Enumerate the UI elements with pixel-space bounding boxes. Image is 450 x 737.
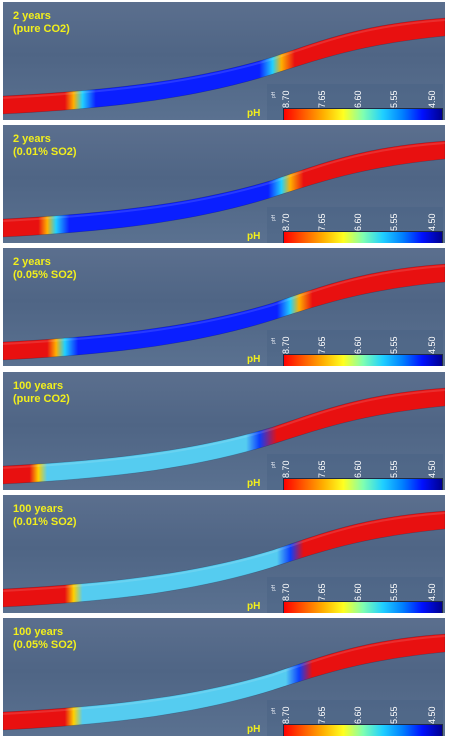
legend-tick-label: 5.55 [389, 90, 399, 108]
legend-tick-label: 6.60 [353, 213, 363, 231]
legend-small-title: pH [271, 214, 277, 221]
band-highlight [3, 142, 445, 222]
legend-tick-label: 8.70 [281, 583, 291, 601]
band-highlight [3, 389, 445, 469]
legend-tick-label: 4.50 [427, 90, 437, 108]
aquifer-scene [3, 263, 445, 361]
panel-caption: 100 years (0.01% SO2) [13, 503, 77, 529]
caption-duration: 100 years [13, 503, 64, 515]
aquifer-ph-band [3, 263, 445, 361]
ph-colorbar [283, 108, 443, 120]
panel-caption: 2 years (0.01% SO2) [13, 133, 77, 159]
legend-tick-label: 5.55 [389, 460, 399, 478]
legend-tick-label: 6.60 [353, 336, 363, 354]
panel-caption: 100 years (pure CO2) [13, 380, 70, 406]
legend-tick-label: 7.65 [317, 90, 327, 108]
simulation-panel: 2 years (0.05% SO2) pH 8.70 7.65 6.60 5.55 4.50… [3, 248, 445, 366]
simulation-panel: 100 years (0.05% SO2) pH 8.70 7.65 6.60 5.55 4.… [3, 618, 445, 736]
ph-colorbar [283, 354, 443, 366]
caption-gas: (0.05% SO2) [13, 639, 77, 651]
legend-tick-label: 5.55 [389, 706, 399, 724]
panel-caption: 100 years (0.05% SO2) [13, 626, 77, 652]
legend-title: pH [247, 601, 261, 612]
legend-tick-label: 8.70 [281, 706, 291, 724]
legend-tick-label: 4.50 [427, 460, 437, 478]
legend-title: pH [247, 724, 261, 735]
aquifer-ph-band [3, 387, 445, 485]
legend-tick-label: 5.55 [389, 336, 399, 354]
legend-tick-label: 4.50 [427, 706, 437, 724]
ph-legend: pH 8.70 7.65 6.60 5.55 4.50 [267, 454, 443, 490]
ph-legend: pH 8.70 7.65 6.60 5.55 4.50 [267, 84, 443, 120]
legend-tick-label: 8.70 [281, 460, 291, 478]
caption-duration: 100 years [13, 380, 64, 392]
legend-tick-label: 7.65 [317, 706, 327, 724]
caption-gas: (pure CO2) [13, 23, 70, 35]
ph-legend: pH 8.70 7.65 6.60 5.55 4.50 [267, 700, 443, 736]
legend-tick-label: 6.60 [353, 90, 363, 108]
legend-title: pH [247, 478, 261, 489]
caption-gas: (pure CO2) [13, 393, 70, 405]
legend-small-title: pH [271, 584, 277, 591]
ph-legend: pH 8.70 7.65 6.60 5.55 4.50 [267, 207, 443, 243]
legend-tick-label: 6.60 [353, 460, 363, 478]
legend-tick-label: 7.65 [317, 213, 327, 231]
band-highlight [3, 265, 445, 345]
legend-tick-label: 8.70 [281, 90, 291, 108]
legend-small-title: pH [271, 461, 277, 468]
aquifer-ph-band [3, 510, 445, 608]
legend-tick-label: 5.55 [389, 213, 399, 231]
legend-tick-label: 6.60 [353, 583, 363, 601]
caption-duration: 2 years [13, 256, 51, 268]
legend-small-title: pH [271, 91, 277, 98]
legend-tick-label: 4.50 [427, 336, 437, 354]
caption-duration: 2 years [13, 10, 51, 22]
caption-gas: (0.05% SO2) [13, 269, 77, 281]
legend-tick-label: 6.60 [353, 706, 363, 724]
aquifer-scene [3, 633, 445, 731]
simulation-panel: 100 years (0.01% SO2) pH 8.70 7.65 6.60 5.55 4.… [3, 495, 445, 613]
legend-tick-label: 4.50 [427, 583, 437, 601]
band-highlight [3, 19, 445, 99]
ph-colorbar [283, 724, 443, 736]
aquifer-ph-band [3, 633, 445, 731]
ph-colorbar [283, 478, 443, 490]
legend-title: pH [247, 108, 261, 119]
legend-small-title: pH [271, 337, 277, 344]
aquifer-ph-band [3, 140, 445, 238]
legend-tick-label: 5.55 [389, 583, 399, 601]
aquifer-scene [3, 387, 445, 485]
ph-legend: pH 8.70 7.65 6.60 5.55 4.50 [267, 330, 443, 366]
legend-small-title: pH [271, 707, 277, 714]
caption-duration: 2 years [13, 133, 51, 145]
caption-gas: (0.01% SO2) [13, 146, 77, 158]
aquifer-scene [3, 17, 445, 115]
ph-colorbar [283, 601, 443, 613]
legend-tick-label: 8.70 [281, 336, 291, 354]
aquifer-scene [3, 510, 445, 608]
legend-tick-label: 8.70 [281, 213, 291, 231]
ph-legend: pH 8.70 7.65 6.60 5.55 4.50 [267, 577, 443, 613]
legend-tick-label: 7.65 [317, 583, 327, 601]
simulation-panel: 100 years (pure CO2) pH 8.70 7.65 6.60 5.55 4.5… [3, 372, 445, 490]
legend-title: pH [247, 231, 261, 242]
panel-caption: 2 years (0.05% SO2) [13, 256, 77, 282]
legend-tick-label: 4.50 [427, 213, 437, 231]
band-highlight [3, 635, 445, 715]
aquifer-ph-band [3, 17, 445, 115]
simulation-panel: 2 years (pure CO2) pH 8.70 7.65 6.60 5.55 4.50 p… [3, 2, 445, 120]
legend-title: pH [247, 354, 261, 365]
band-highlight [3, 512, 445, 592]
legend-tick-label: 7.65 [317, 336, 327, 354]
ph-colorbar [283, 231, 443, 243]
aquifer-scene [3, 140, 445, 238]
legend-tick-label: 7.65 [317, 460, 327, 478]
caption-gas: (0.01% SO2) [13, 516, 77, 528]
panel-caption: 2 years (pure CO2) [13, 10, 70, 36]
simulation-panel: 2 years (0.01% SO2) pH 8.70 7.65 6.60 5.55 4.50… [3, 125, 445, 243]
caption-duration: 100 years [13, 626, 64, 638]
